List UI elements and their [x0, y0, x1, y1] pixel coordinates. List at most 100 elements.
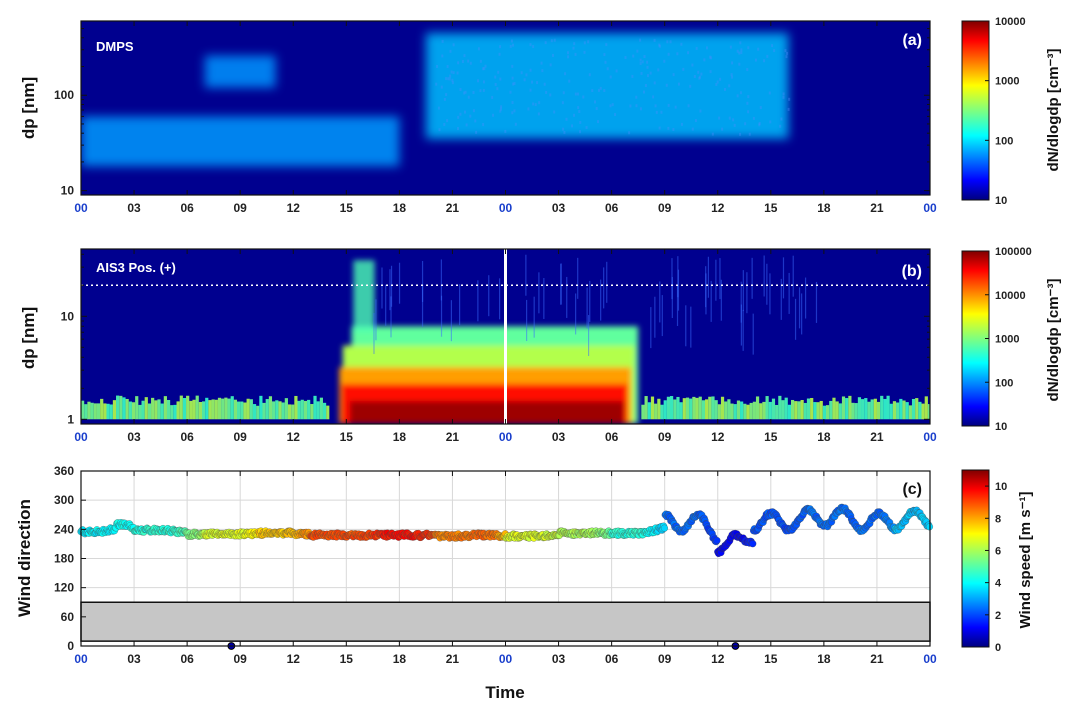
panel-b-colorbar-label: dN/dlogdp [cm⁻³] — [1045, 279, 1062, 402]
panel-c-colorbar-label: Wind speed [m s⁻¹] — [1017, 492, 1034, 629]
panel-c-xtick-label: 21 — [870, 652, 884, 666]
panel-c-xtick-label: 15 — [340, 652, 354, 666]
panel-a-xtick-label: 09 — [234, 201, 248, 215]
panel-c-ylabel: Wind direction — [15, 499, 34, 617]
panel-a-colorbar-tick: 10 — [995, 195, 1007, 207]
panel-c-wind: 060120180240300360 00 03 06 09 12 15 18 21 00 03 0… — [15, 464, 1034, 702]
panel-b-colorbar — [962, 251, 989, 426]
panel-b-colorbar-tick: 10 — [995, 421, 1007, 433]
panel-b-xtick-label: 18 — [817, 430, 831, 444]
panel-b-xtick-label: 06 — [605, 430, 619, 444]
panel-a-xtick-label: 12 — [711, 201, 725, 215]
panel-b-xtick-label: 15 — [764, 430, 778, 444]
panel-a-xtick-label: 00 — [499, 201, 513, 215]
panel-c-colorbar-tick: 8 — [995, 513, 1001, 525]
panel-a-xtick-label: 15 — [764, 201, 778, 215]
panel-a-colorbar — [962, 21, 989, 200]
panel-b-colorbar-tick: 10000 — [995, 290, 1026, 302]
panel-c-xtick-label: 06 — [605, 652, 619, 666]
panel-a-label: (a) — [902, 32, 922, 49]
panel-a-ylabel: dp [nm] — [19, 77, 38, 139]
panel-c-colorbar — [962, 470, 989, 647]
panel-b-xtick-label: 18 — [393, 430, 407, 444]
panel-c-xtick-label: 06 — [180, 652, 194, 666]
panel-a-colorbar-tick: 10000 — [995, 16, 1026, 28]
panel-b-xtick-label: 12 — [287, 430, 301, 444]
panel-c-point — [661, 525, 668, 532]
panel-a-annotation: DMPS — [96, 39, 134, 54]
panel-c-ytick-label: 360 — [54, 464, 74, 478]
panel-a-xtick-label: 03 — [127, 201, 141, 215]
panel-c-label: (c) — [902, 481, 922, 498]
panel-c-colorbar-tick: 4 — [995, 578, 1002, 590]
panel-c-ytick-label: 120 — [54, 581, 74, 595]
panel-a-feature — [205, 56, 276, 88]
panel-a-ytick-label: 100 — [54, 88, 74, 102]
panel-c-point — [714, 537, 721, 544]
panel-b-xtick-label: 12 — [711, 430, 725, 444]
panel-b-xtick-label: 00 — [923, 430, 937, 444]
panel-a-xtick-label: 03 — [552, 201, 566, 215]
panel-a-feature — [81, 116, 399, 166]
panel-b-xtick-label: 00 — [499, 430, 513, 444]
panel-b-colorbar-tick: 100000 — [995, 246, 1032, 258]
panel-a-ytick-label: 10 — [61, 184, 75, 198]
panel-b-xtick-label: 06 — [180, 430, 194, 444]
panel-a-feature — [426, 33, 789, 139]
panel-b-xtick-label: 21 — [446, 430, 460, 444]
panel-a-xtick-label: 15 — [340, 201, 354, 215]
panel-b-xtick-label: 15 — [340, 430, 354, 444]
panel-c-xtick-label: 15 — [764, 652, 778, 666]
panel-c-xtick-label: 12 — [711, 652, 725, 666]
panel-c-xtick-label: 00 — [499, 652, 513, 666]
panel-c-colorbar-tick: 6 — [995, 545, 1001, 557]
panel-a-xtick-label: 18 — [393, 201, 407, 215]
panel-a-colorbar-tick: 1000 — [995, 76, 1019, 88]
panel-c-ytick-label: 240 — [54, 522, 74, 536]
panel-c-xtick-label: 03 — [552, 652, 566, 666]
panel-a-colorbar-label: dN/dlogdp [cm⁻³] — [1045, 49, 1062, 172]
panel-c-ytick-label: 180 — [54, 552, 74, 566]
panel-a-colorbar-tick: 100 — [995, 135, 1013, 147]
panel-b-colorbar-tick: 1000 — [995, 334, 1019, 346]
panel-a-xtick-label: 21 — [870, 201, 884, 215]
panel-c-ytick-label: 300 — [54, 493, 74, 507]
panel-c-colorbar-tick: 10 — [995, 481, 1007, 493]
panel-c-xtick-label: 18 — [817, 652, 831, 666]
panel-a-xtick-label: 18 — [817, 201, 831, 215]
panel-c-xlabel: Time — [485, 683, 524, 702]
panel-b-xtick-label: 09 — [658, 430, 672, 444]
panel-c-xtick-label: 09 — [658, 652, 672, 666]
panel-a-xtick-label: 12 — [287, 201, 301, 215]
panel-b-ylabel: dp [nm] — [19, 307, 38, 369]
panel-b-ytick-label: 1 — [67, 412, 74, 426]
panel-b-ais3: 1 10 00 03 06 09 12 15 18 21 00 03 06 09 12 15 18 21 00 A… — [19, 246, 1062, 444]
panel-c-xtick-label: 18 — [393, 652, 407, 666]
panel-a-xtick-label: 06 — [180, 201, 194, 215]
panel-c-xtick-label: 21 — [446, 652, 460, 666]
panel-c-colorbar-tick: 2 — [995, 610, 1001, 622]
panel-a-xtick-label: 00 — [74, 201, 88, 215]
panel-c-point — [749, 540, 756, 547]
panel-a-xtick-label: 21 — [446, 201, 460, 215]
panel-b-colorbar-tick: 100 — [995, 377, 1013, 389]
panel-b-xtick-label: 03 — [127, 430, 141, 444]
panel-a-dmps: 10 100 00 03 06 09 12 15 18 21 00 03 06 09 12 15 18 21 00… — [19, 16, 1062, 215]
panel-b-xtick-label: 00 — [74, 430, 88, 444]
panel-b-ytick-label: 10 — [61, 309, 75, 323]
panel-a-xtick-label: 00 — [923, 201, 937, 215]
panel-c-ytick-label: 0 — [67, 639, 74, 653]
panel-a-xtick-label: 09 — [658, 201, 672, 215]
panel-b-annotation: AIS3 Pos. (+) — [96, 260, 176, 275]
panel-b-event-layer — [350, 401, 624, 423]
panel-c-colorbar-tick: 0 — [995, 642, 1001, 654]
panel-c-xtick-label: 00 — [74, 652, 88, 666]
panel-b-xtick-label: 21 — [870, 430, 884, 444]
panel-c-xtick-label: 03 — [127, 652, 141, 666]
panel-b-xtick-label: 09 — [234, 430, 248, 444]
panel-c-xtick-label: 09 — [234, 652, 248, 666]
panel-b-xtick-label: 03 — [552, 430, 566, 444]
panel-c-shaded-band — [81, 602, 930, 641]
panel-a-xtick-label: 06 — [605, 201, 619, 215]
